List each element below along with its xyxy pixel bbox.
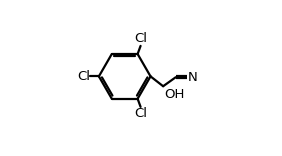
Text: N: N: [188, 71, 198, 84]
Text: Cl: Cl: [134, 107, 147, 120]
Text: OH: OH: [164, 88, 184, 101]
Text: Cl: Cl: [77, 70, 90, 83]
Text: Cl: Cl: [134, 32, 147, 45]
